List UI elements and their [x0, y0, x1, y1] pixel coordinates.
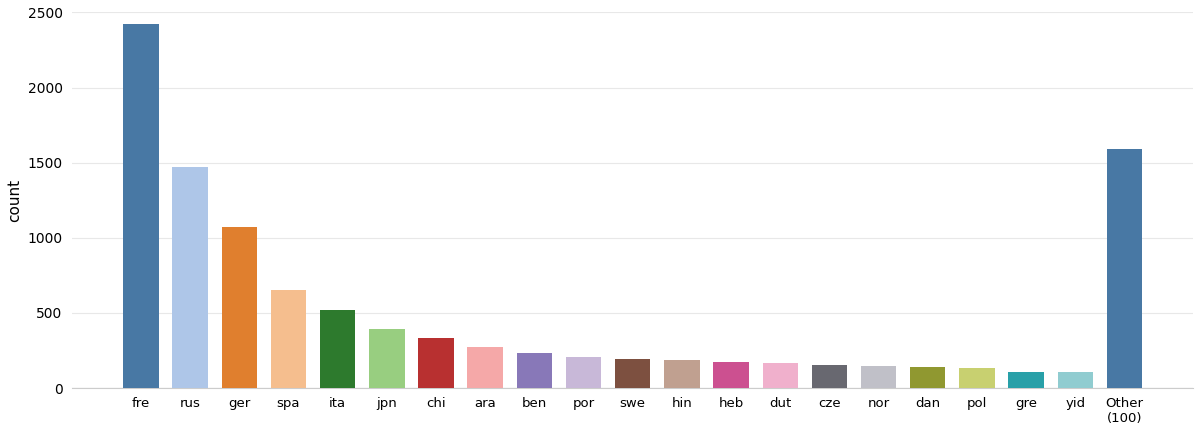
Bar — [370, 330, 404, 388]
Bar — [566, 357, 601, 388]
Bar — [320, 310, 355, 388]
Bar — [762, 363, 798, 388]
Bar — [910, 367, 946, 388]
Bar — [419, 338, 454, 388]
Bar — [811, 365, 847, 388]
Bar — [271, 289, 306, 388]
Bar — [1008, 372, 1044, 388]
Bar — [959, 368, 995, 388]
Bar — [860, 366, 896, 388]
Bar — [173, 167, 208, 388]
Bar — [124, 25, 158, 388]
Y-axis label: count: count — [7, 179, 22, 222]
Bar — [1057, 372, 1093, 388]
Bar — [713, 362, 749, 388]
Bar — [1106, 149, 1142, 388]
Bar — [664, 360, 700, 388]
Bar — [614, 359, 650, 388]
Bar — [222, 227, 257, 388]
Bar — [468, 347, 503, 388]
Bar — [517, 353, 552, 388]
